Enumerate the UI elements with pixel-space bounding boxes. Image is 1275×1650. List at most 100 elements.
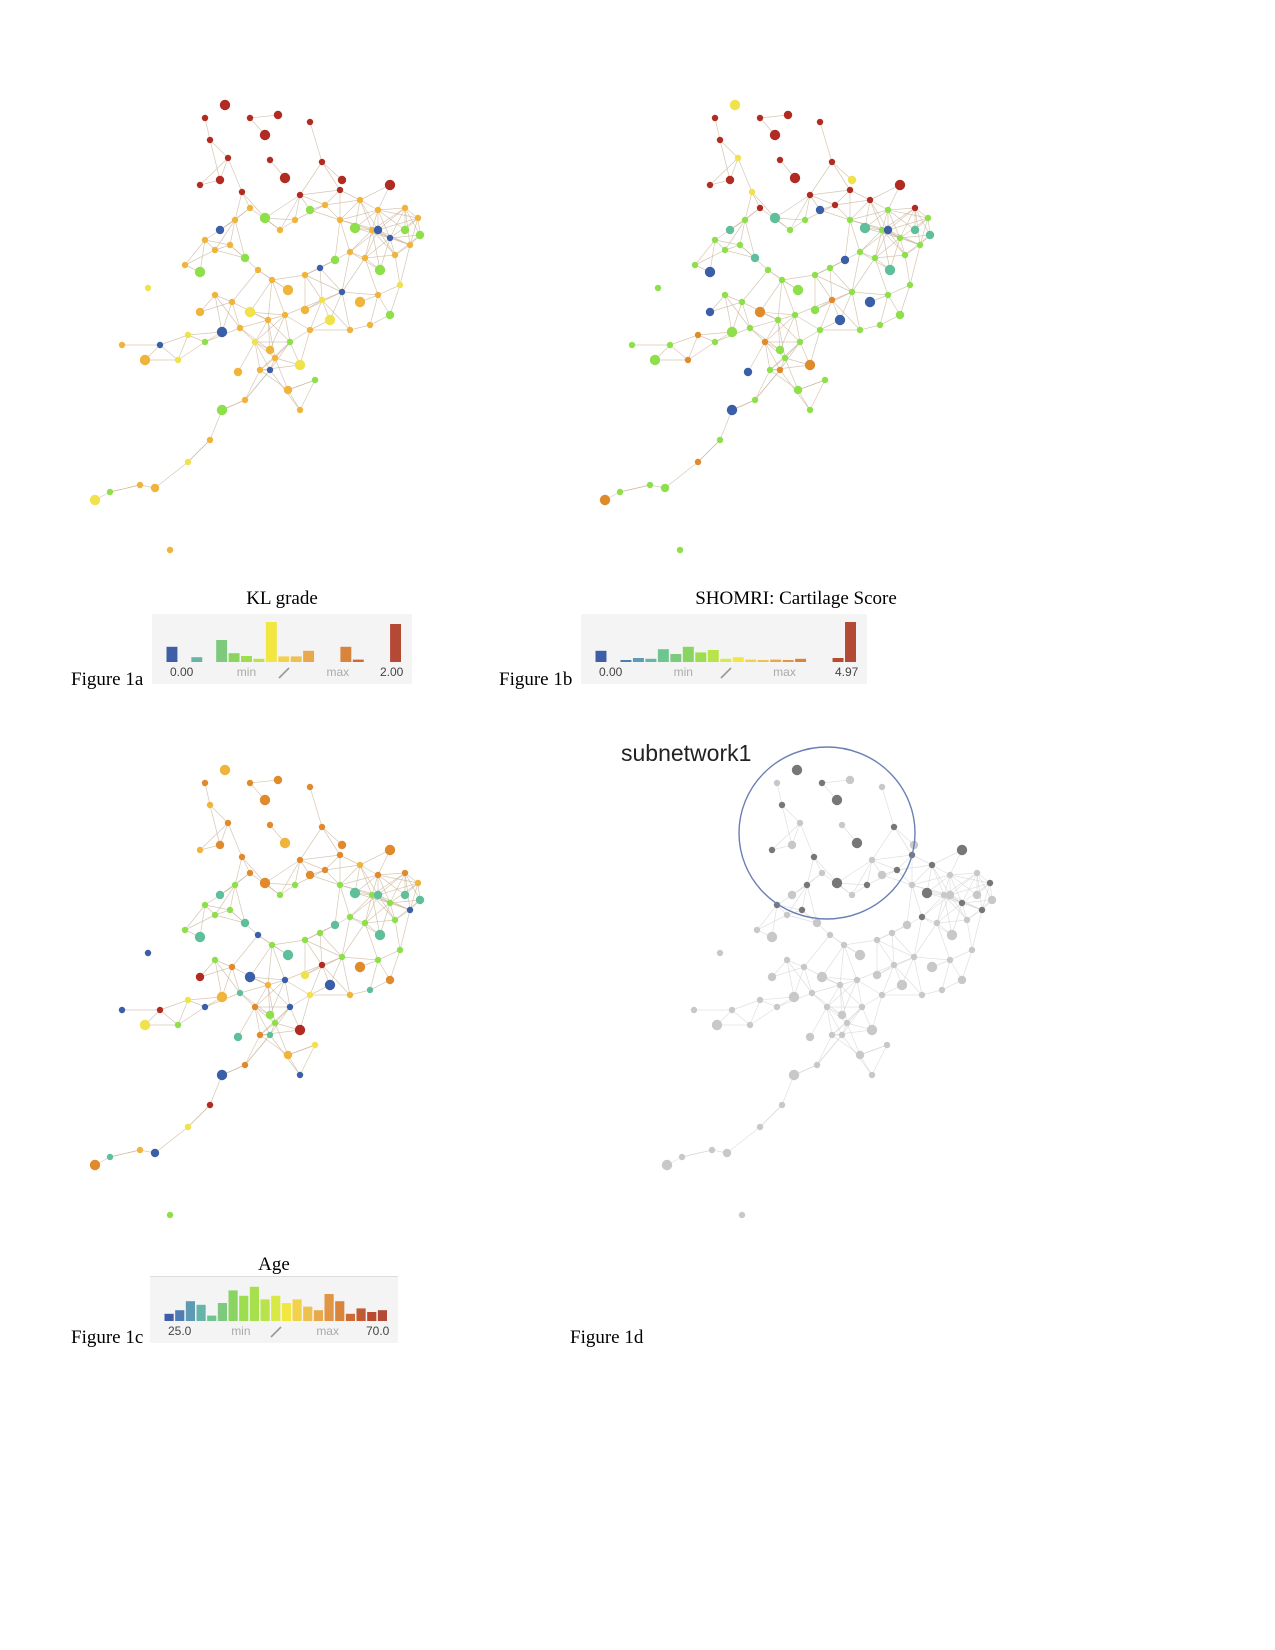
network-edge [299,379,316,411]
network-node [787,840,797,850]
network-node [767,972,777,982]
network-node [283,385,293,395]
network-edge [856,979,883,996]
network-edge [214,219,236,251]
network-node [246,114,254,122]
network-edge [976,872,983,911]
network-edge [299,1044,316,1076]
network-node [786,226,794,234]
network-node [291,881,299,889]
network-node [986,879,994,887]
network-edge [911,854,933,866]
network-edge [741,269,769,303]
network-edge [324,869,341,886]
network-node [810,853,818,861]
network-node [211,956,219,964]
network-node [201,114,209,122]
network-edge [399,909,411,951]
network-edge [814,274,833,301]
network-edge [874,237,901,259]
network-node [254,266,262,274]
network-edge [913,916,923,958]
network-edge [804,194,811,221]
network-node [206,136,214,144]
network-edge [806,856,815,886]
network-node [240,918,250,928]
network-node [750,253,760,263]
network-node [910,953,918,961]
network-edge [319,932,343,958]
network-edges [604,114,931,501]
network-edge [871,994,883,1031]
network-node [773,1003,781,1011]
network-edge [786,884,808,916]
network-node [776,156,784,164]
histogram-bar [175,1310,185,1321]
network-edge [931,864,945,896]
network-node [924,214,932,222]
network-node [855,1050,865,1060]
network-edge [214,959,241,994]
network-node [821,376,829,384]
network-node [987,895,997,905]
network-edge [204,117,211,141]
network-edge [844,219,851,261]
histogram-bar [377,1310,387,1321]
network-edge [271,279,286,316]
network-node [374,871,382,879]
network-edge [803,934,831,968]
network-node [89,494,101,506]
network-node [233,1032,243,1042]
network-node [216,404,228,416]
network-node [649,354,661,366]
network-node [716,136,724,144]
network-edge [377,874,406,896]
network-edge [294,194,301,221]
network-edge [794,314,821,331]
network-edge [871,859,898,871]
network-edge [299,994,311,1031]
network-edge [254,314,286,343]
network-edge [749,999,761,1026]
network-node [244,306,256,318]
network-edge [719,409,733,441]
network-node [273,775,283,785]
network-node [831,794,843,806]
network-edge [709,301,743,313]
network-edge [254,341,276,359]
network-node [246,779,254,787]
network-node [150,1148,160,1158]
network-edge [377,207,406,231]
network-edge [806,884,818,924]
network-edge [377,217,419,231]
network-edge [209,804,221,846]
network-node [150,483,160,493]
network-edge [874,254,906,259]
histogram-bar [695,652,707,662]
network-edge [389,899,421,904]
network-node [136,481,144,489]
network-nodes [599,99,935,554]
network-edge [831,161,853,181]
network-edge [334,219,341,261]
network-node [910,225,920,235]
network-node [918,991,926,999]
histogram-min-label: min [237,665,256,679]
network-edge [776,782,783,806]
network-edge [287,1044,316,1056]
network-node [301,936,309,944]
network-edge [896,854,913,871]
network-node [196,846,204,854]
network-edge [764,341,786,359]
network-edge [321,826,341,856]
network-node [775,345,785,355]
network-node [756,204,764,212]
network-node [895,310,905,320]
network-edge [377,882,419,896]
network-edge [887,207,916,211]
network-node [106,1153,114,1161]
network-node [945,890,955,900]
network-node [286,1003,294,1011]
network-edge [377,872,406,876]
network-edge [244,1034,271,1066]
